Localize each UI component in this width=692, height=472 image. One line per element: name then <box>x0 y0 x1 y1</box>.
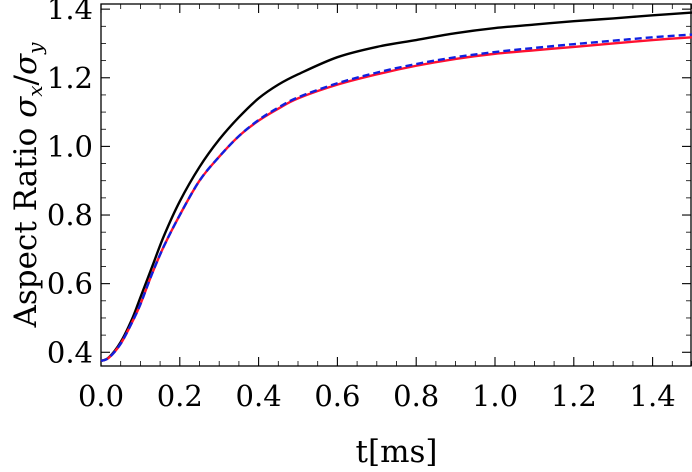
y-axis-label-denominator-sub: y <box>23 42 47 55</box>
x-tick-label: 0.0 <box>78 379 124 413</box>
x-tick-label: 1.2 <box>551 379 597 413</box>
x-tick-label: 0.8 <box>393 379 439 413</box>
y-axis-label-numerator-sub: x <box>23 85 47 96</box>
y-tick-label: 0.8 <box>47 198 93 232</box>
x-tick-label: 0.2 <box>157 379 203 413</box>
y-axis-label-slash: / <box>8 74 44 85</box>
x-tick-label: 1.4 <box>630 379 676 413</box>
y-tick-label: 1.4 <box>47 0 93 26</box>
x-axis-label: t[ms] <box>356 434 438 470</box>
y-axis-label-numerator: σ <box>8 96 44 118</box>
y-axis-label-prefix: Aspect Ratio <box>8 118 44 329</box>
y-tick-label: 0.4 <box>47 335 93 369</box>
y-tick-label: 0.6 <box>47 267 93 301</box>
series-group <box>100 11 692 363</box>
y-axis-label: Aspect Ratio σx/σy <box>8 42 47 329</box>
axis-ticks <box>100 4 692 366</box>
y-axis-label-denominator: σ <box>8 53 44 75</box>
series-line-1 <box>100 11 692 362</box>
y-tick-label: 1.0 <box>47 129 93 163</box>
x-tick-label: 0.4 <box>236 379 282 413</box>
y-tick-label: 1.2 <box>47 61 93 95</box>
x-tick-label: 0.6 <box>314 379 360 413</box>
tick-labels: 0.0 0.2 0.4 0.6 0.8 1.0 1.2 1.4 0.4 0.6 0.8 1.0 1.2 1… <box>47 0 676 413</box>
plot-frame <box>100 3 692 367</box>
x-tick-label: 1.0 <box>472 379 518 413</box>
series-line-3 <box>100 33 692 363</box>
